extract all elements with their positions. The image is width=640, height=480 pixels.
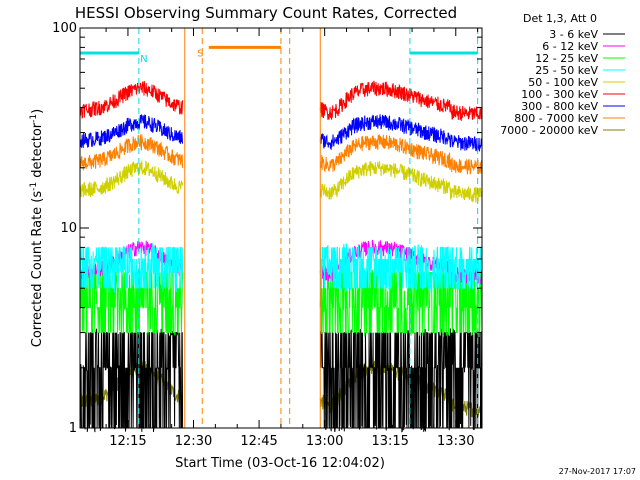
chart-title: HESSI Observing Summary Count Rates, Cor… — [75, 4, 457, 22]
x-tick-label: 13:00 — [306, 434, 343, 449]
series-line-3-6-keV — [319, 328, 483, 433]
y-label-main: Corrected Count Rate (s — [30, 191, 45, 348]
y-tick-label: 1 — [69, 421, 77, 436]
series-line-12-25-keV — [79, 268, 184, 336]
y-axis: 1 10 100 — [52, 21, 482, 436]
series-line-800-7000-keV — [79, 134, 184, 171]
y-tick-label: 100 — [52, 21, 77, 36]
series-line-100-300-keV — [79, 81, 184, 120]
series-line-25-50-keV — [319, 243, 483, 292]
timestamp: 27-Nov-2017 17:07 — [559, 467, 636, 476]
series-line-300-800-keV — [319, 114, 483, 152]
x-tick-label: 13:30 — [437, 434, 474, 449]
x-tick-label: 12:45 — [240, 434, 277, 449]
legend-label: 800 - 7000 keV — [514, 112, 598, 125]
x-tick-label: 12:15 — [109, 434, 146, 449]
series-line-3-6-keV — [79, 328, 184, 433]
y-label-end: ) — [30, 109, 45, 114]
y-label-mid: detector — [30, 122, 45, 182]
x-tick-label: 13:15 — [371, 434, 408, 449]
y-label-exp1: -1 — [29, 182, 39, 191]
data-layer — [79, 80, 483, 433]
series-line-800-7000-keV — [319, 134, 483, 175]
y-label-exp2: -1 — [29, 114, 39, 123]
x-tick-label: 12:30 — [175, 434, 212, 449]
legend-label: 12 - 25 keV — [535, 52, 598, 65]
flag-label-S: S — [197, 48, 203, 59]
x-axis-label: Start Time (03-Oct-16 12:04:02) — [175, 456, 385, 471]
y-axis-label: Corrected Count Rate (s-1 detector-1) — [29, 109, 45, 347]
legend-label: 100 - 300 keV — [521, 88, 598, 101]
series-line-100-300-keV — [319, 80, 483, 121]
legend-label: 300 - 800 keV — [521, 100, 598, 113]
series-line-50-100-keV — [319, 161, 483, 203]
series-line-300-800-keV — [79, 113, 184, 148]
legend-label: 6 - 12 keV — [542, 40, 598, 53]
legend-header: Det 1,3, Att 0 — [523, 12, 597, 25]
legend-label: 3 - 6 keV — [549, 28, 598, 41]
flag-label-N: N — [140, 54, 147, 65]
legend-label: 7000 - 20000 keV — [500, 124, 598, 137]
legend-label: 25 - 50 keV — [535, 64, 598, 77]
series-line-50-100-keV — [79, 160, 184, 198]
legend-label: 50 - 100 keV — [528, 76, 598, 89]
y-tick-label: 10 — [60, 221, 77, 236]
series-line-25-50-keV — [79, 243, 184, 293]
x-axis: 12:15 12:30 12:45 13:00 13:15 13:30 — [105, 28, 479, 449]
